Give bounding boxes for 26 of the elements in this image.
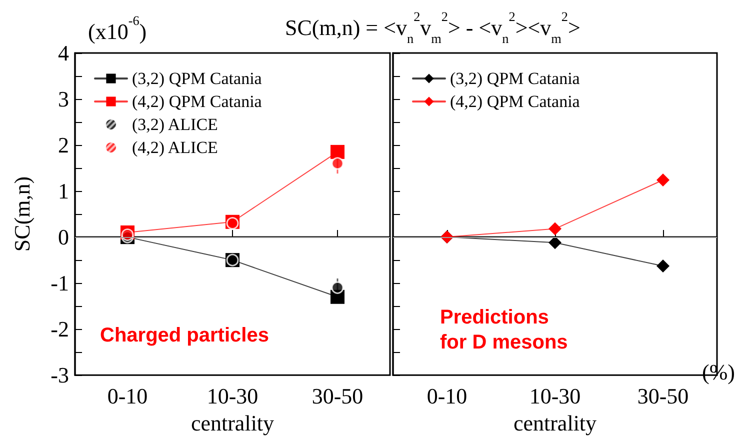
y-tick-label: -1 — [50, 270, 69, 296]
x-axis-title: centrality — [190, 410, 274, 436]
legend-label: (3,2) QPM Catania — [450, 69, 580, 88]
x-tick-label: 30-50 — [312, 384, 364, 409]
legend-label: (3,2) QPM Catania — [132, 69, 262, 88]
annotation: (%) — [702, 359, 735, 384]
legend-label: (4,2) QPM Catania — [132, 92, 262, 111]
x-axis-title: centrality — [513, 410, 597, 436]
y-tick-label: -2 — [50, 316, 69, 342]
x-tick-label: 10-30 — [206, 384, 258, 409]
annotation: Charged particles — [100, 324, 269, 346]
annotation: Predictions for D mesons — [440, 306, 568, 354]
y-tick-label: 1 — [58, 178, 69, 204]
legend-label: (4,2) QPM Catania — [450, 92, 580, 111]
y-tick-label: 4 — [58, 40, 69, 66]
legend-label: (4,2) ALICE — [132, 138, 218, 157]
x-tick-label: 10-30 — [529, 384, 581, 409]
y-tick-label: -3 — [50, 362, 69, 388]
x-tick-label: 0-10 — [107, 384, 148, 409]
x-tick-label: 30-50 — [637, 384, 689, 409]
y-axis-title: SC(m,n) — [10, 176, 34, 252]
y-tick-label: 2 — [58, 132, 69, 158]
x-tick-label: 0-10 — [426, 384, 468, 409]
y-tick-label: 0 — [58, 224, 69, 250]
legend-label: (3,2) ALICE — [132, 115, 218, 134]
y-tick-label: 3 — [58, 86, 69, 112]
